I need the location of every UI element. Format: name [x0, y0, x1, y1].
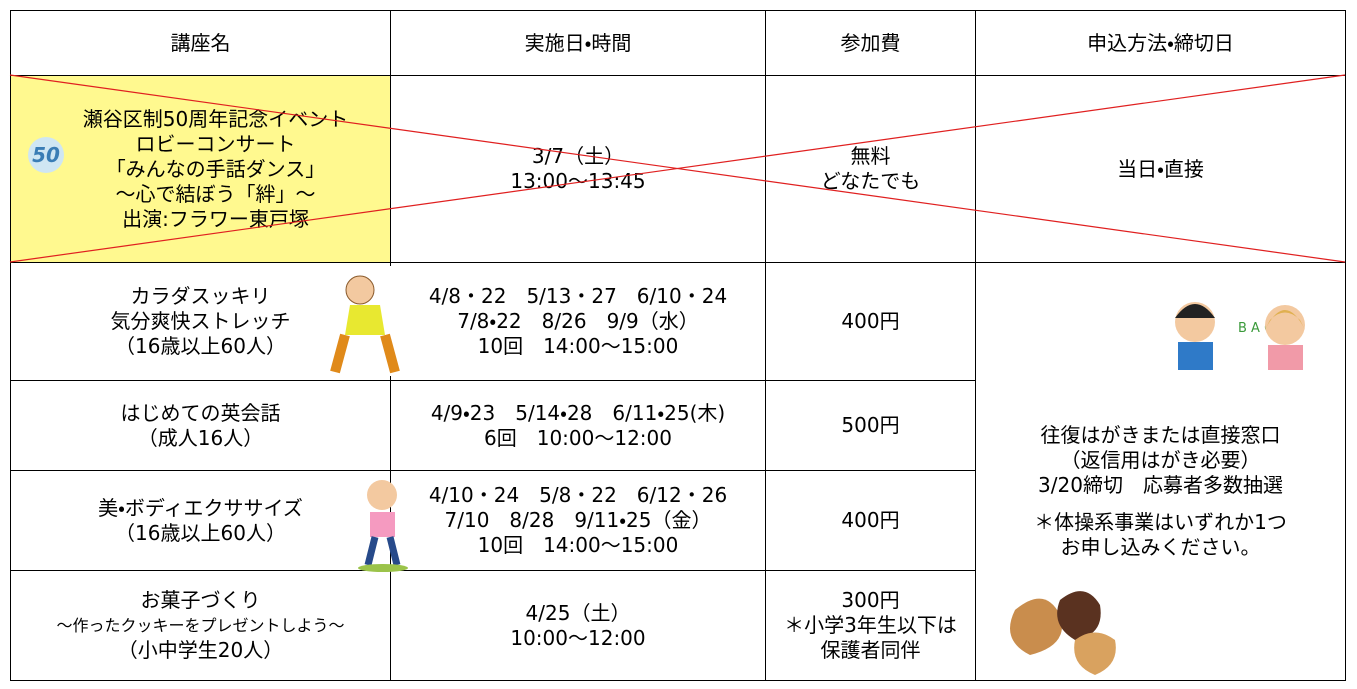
cell-text: 出演:フラワー東戸塚	[122, 206, 309, 231]
table-cell: お菓子づくり ～作ったクッキーをプレゼントしよう～ （小中学生20人）	[10, 570, 391, 681]
header-cell: 参加費	[765, 10, 976, 76]
cell-text: 3/20締切 応募者多数抽選	[1038, 473, 1283, 497]
table-cell: 当日・直接	[975, 75, 1346, 263]
cell-text: 500円	[841, 413, 900, 437]
table-cell: 4/10・24 5/8・22 6/12・26 7/10 8/28 9/11・25（…	[390, 470, 766, 571]
cell-text: 7/10 8/28 9/11・25（金）	[444, 508, 712, 532]
cell-text: ＊体操系事業はいずれか1つ	[1034, 510, 1287, 534]
cell-text: お申し込みください。	[1060, 535, 1261, 559]
cell-text: 10回 14:00～15:00	[477, 334, 679, 358]
table-cell: 3/7（土） 13:00～13:45	[390, 75, 766, 263]
cell-text: 「みんなの手話ダンス」	[105, 156, 326, 181]
cell-text: 10:00～12:00	[510, 625, 646, 650]
cell-text: 4/10・24 5/8・22 6/12・26	[428, 483, 728, 507]
table-cell: 往復はがきまたは直接窓口 （返信用はがき必要） 3/20締切 応募者多数抽選 ＊体操系…	[975, 262, 1346, 681]
cell-text: （16歳以上60人）	[115, 520, 286, 545]
table-cell: 4/8・22 5/13・27 6/10・24 7/8・22 8/26 9/9（水）…	[390, 262, 766, 381]
cell-text: 参加費	[840, 30, 901, 55]
cell-text: はじめての英会話	[120, 400, 281, 425]
cell-text: カラダスッキリ	[130, 284, 271, 308]
cell-text: 講座名	[170, 30, 231, 55]
cell-text: 4/8・22 5/13・27 6/10・24	[428, 284, 728, 308]
table-cell: はじめての英会話 （成人16人）	[10, 380, 391, 471]
table-cell: 400円	[765, 262, 976, 381]
cell-text: 13:00～13:45	[510, 169, 646, 193]
cell-text: （16歳以上60人）	[115, 334, 286, 358]
cell-text: ロビーコンサート	[135, 131, 296, 156]
cell-text: 申込方法・締切日	[1087, 30, 1234, 55]
table-cell: カラダスッキリ 気分爽快ストレッチ （16歳以上60人）	[10, 262, 391, 381]
cell-text: 4/9・23 5/14・28 6/11・25(木)	[430, 400, 726, 425]
header-cell: 申込方法・締切日	[975, 10, 1346, 76]
cell-text: 美・ボディエクササイズ	[98, 495, 303, 520]
cell-text: 400円	[841, 508, 900, 532]
cell-text: 400円	[841, 309, 900, 333]
cell-text: 10回 14:00～15:00	[477, 533, 679, 557]
cell-text: 気分爽快ストレッチ	[110, 309, 291, 333]
cell-text: お菓子づくり	[140, 588, 261, 612]
cell-text: （返信用はがき必要）	[1060, 448, 1261, 472]
table-cell: 4/25（土） 10:00～12:00	[390, 570, 766, 681]
cell-text: （成人16人）	[137, 425, 264, 450]
table-cell: 4/9・23 5/14・28 6/11・25(木) 6回 10:00～12:00	[390, 380, 766, 471]
cell-text: 300円	[841, 588, 900, 612]
cell-text: 4/25（土）	[525, 600, 631, 625]
cell-text: 3/7（土）	[531, 144, 625, 168]
cell-text: どなたでも	[820, 169, 921, 193]
cell-text: 保護者同伴	[820, 638, 921, 662]
cell-text: ～心で結ぼう「絆」～	[115, 181, 316, 206]
cell-text: （小中学生20人）	[117, 638, 284, 662]
cell-text: 往復はがきまたは直接窓口	[1040, 423, 1281, 447]
cell-text: 瀬谷区制50周年記念イベント	[82, 106, 349, 131]
table-cell: 400円	[765, 470, 976, 571]
table-cell: 無料 どなたでも	[765, 75, 976, 263]
table-cell: 瀬谷区制50周年記念イベント ロビーコンサート 「みんなの手話ダンス」 ～心で結ぼう「…	[10, 75, 391, 263]
cell-text: ～作ったクッキーをプレゼントしよう～	[56, 616, 345, 635]
cell-text: 7/8・22 8/26 9/9（水）	[457, 309, 699, 333]
cell-text: 当日・直接	[1117, 156, 1204, 181]
cell-text: 無料	[850, 144, 891, 168]
header-cell: 実施日・時間	[390, 10, 766, 76]
header-cell: 講座名	[10, 10, 391, 76]
cell-text: 実施日・時間	[524, 30, 632, 55]
table-cell: 500円	[765, 380, 976, 471]
table-cell: 美・ボディエクササイズ （16歳以上60人）	[10, 470, 391, 571]
table-cell: 300円 ＊小学3年生以下は 保護者同伴	[765, 570, 976, 681]
cell-text: 6回 10:00～12:00	[484, 425, 672, 450]
cell-text: ＊小学3年生以下は	[784, 613, 957, 637]
